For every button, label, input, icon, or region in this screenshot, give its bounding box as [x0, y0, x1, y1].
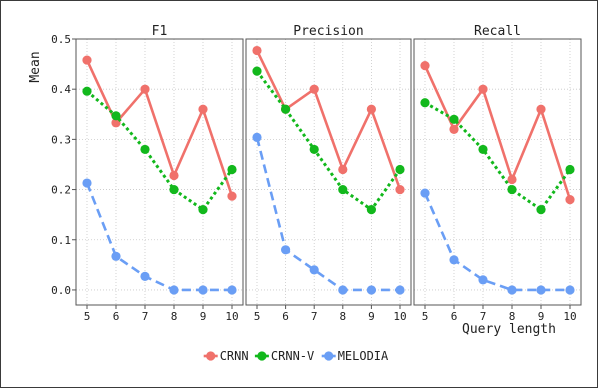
- x-tick-label: 5: [84, 310, 91, 323]
- data-point-melodia: [367, 285, 376, 294]
- data-point-melodia: [281, 245, 290, 254]
- x-tick-label: 5: [254, 310, 261, 323]
- x-tick-label: 10: [563, 310, 576, 323]
- x-tick-label: 10: [393, 310, 406, 323]
- legend-label-crnn-v: CRNN-V: [271, 349, 314, 363]
- data-point-melodia: [449, 255, 458, 264]
- data-point-crnn-v: [310, 145, 319, 154]
- data-point-melodia: [536, 285, 545, 294]
- panel-f1: F1 5 6 7 8 9 10: [76, 24, 243, 323]
- data-point-crnn-v: [395, 165, 404, 174]
- data-point-crnn: [536, 105, 545, 114]
- data-point-melodia: [198, 285, 207, 294]
- legend-swatch-crnn-v: [257, 351, 266, 360]
- data-point-crnn-v: [169, 185, 178, 194]
- x-tick-label: 6: [282, 310, 289, 323]
- data-point-crnn-v: [252, 67, 261, 76]
- data-point-crnn: [169, 171, 178, 180]
- data-point-crnn: [82, 55, 91, 64]
- x-tick-label: 8: [171, 310, 178, 323]
- panel-precision: Precision 5 6 7 8 9 10: [246, 24, 411, 323]
- data-point-melodia: [111, 252, 120, 261]
- data-point-crnn: [252, 46, 261, 55]
- data-point-melodia: [252, 133, 261, 142]
- data-point-crnn-v: [367, 205, 376, 214]
- data-point-crnn-v: [111, 111, 120, 120]
- data-point-melodia: [395, 285, 404, 294]
- series-line-melodia: [257, 137, 400, 290]
- y-tick-label: 0.1: [51, 234, 71, 247]
- data-point-crnn-v: [140, 145, 149, 154]
- series-line-crnn: [87, 60, 232, 196]
- data-point-crnn: [449, 125, 458, 134]
- legend-label-crnn: CRNN: [220, 349, 249, 363]
- data-point-crnn-v: [449, 115, 458, 124]
- x-tick-label: 6: [451, 310, 458, 323]
- x-tick-label: 5: [422, 310, 429, 323]
- data-point-crnn-v: [478, 145, 487, 154]
- x-tick-label: 10: [225, 310, 238, 323]
- legend: CRNN CRNN-V MELODIA: [204, 349, 389, 363]
- x-tick-label: 8: [339, 310, 346, 323]
- panel-recall: Recall 5 6 7 8 9 10: [414, 24, 581, 323]
- data-point-crnn: [338, 165, 347, 174]
- data-point-crnn: [227, 191, 236, 200]
- data-point-crnn-v: [227, 165, 236, 174]
- data-point-melodia: [338, 285, 347, 294]
- y-tick-label: 0.0: [51, 284, 71, 297]
- x-axis-label: Query length: [462, 322, 556, 337]
- y-tick-label: 0.4: [51, 83, 71, 96]
- series-line-crnn-v: [425, 103, 570, 210]
- y-axis-label: Mean: [28, 51, 43, 82]
- data-point-melodia: [420, 188, 429, 197]
- data-point-crnn-v: [338, 185, 347, 194]
- data-point-melodia: [478, 275, 487, 284]
- x-tick-label: 9: [200, 310, 207, 323]
- data-point-melodia: [565, 285, 574, 294]
- data-point-melodia: [140, 272, 149, 281]
- data-point-crnn: [507, 175, 516, 184]
- data-point-crnn: [367, 105, 376, 114]
- data-point-melodia: [310, 265, 319, 274]
- data-point-crnn: [395, 185, 404, 194]
- data-point-crnn: [478, 85, 487, 94]
- series-line-melodia: [425, 193, 570, 290]
- y-tick-label: 0.5: [51, 33, 71, 46]
- data-point-crnn: [310, 85, 319, 94]
- legend-label-melodia: MELODIA: [338, 349, 389, 363]
- panel-title: Precision: [293, 24, 363, 39]
- data-point-crnn: [140, 85, 149, 94]
- legend-swatch-crnn: [206, 351, 215, 360]
- data-point-crnn-v: [281, 105, 290, 114]
- data-point-melodia: [227, 285, 236, 294]
- data-point-crnn-v: [420, 98, 429, 107]
- data-point-melodia: [507, 285, 516, 294]
- y-tick-label: 0.2: [51, 184, 71, 197]
- data-point-crnn-v: [82, 87, 91, 96]
- x-tick-label: 9: [368, 310, 375, 323]
- data-point-crnn-v: [507, 185, 516, 194]
- panel-title: F1: [152, 24, 168, 39]
- x-tick-label: 7: [311, 310, 318, 323]
- series-line-crnn: [425, 66, 570, 200]
- panel-title: Recall: [474, 24, 521, 39]
- data-point-melodia: [82, 178, 91, 187]
- data-point-crnn: [420, 61, 429, 70]
- data-point-crnn: [565, 195, 574, 204]
- x-tick-label: 7: [142, 310, 149, 323]
- x-tick-label: 6: [113, 310, 120, 323]
- data-point-melodia: [169, 285, 178, 294]
- data-point-crnn-v: [565, 165, 574, 174]
- data-point-crnn-v: [536, 205, 545, 214]
- data-point-crnn-v: [198, 205, 207, 214]
- legend-swatch-melodia: [324, 351, 333, 360]
- data-point-crnn: [198, 105, 207, 114]
- y-tick-label: 0.3: [51, 133, 71, 146]
